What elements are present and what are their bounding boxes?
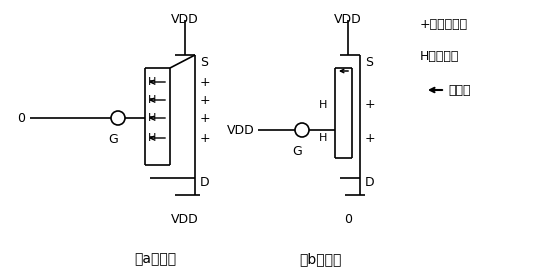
Text: ：电场: ：电场 [448, 83, 471, 96]
Text: D: D [200, 176, 210, 189]
Text: VDD: VDD [171, 13, 199, 26]
Text: H: H [148, 133, 156, 143]
Text: VDD: VDD [171, 213, 199, 226]
Circle shape [111, 111, 125, 125]
Text: G: G [108, 133, 118, 146]
Text: H：氢原子: H：氢原子 [420, 50, 459, 63]
Text: （b）恢复: （b）恢复 [299, 252, 341, 266]
Text: +: + [200, 111, 210, 124]
Text: +: + [200, 93, 210, 107]
Text: 0: 0 [344, 213, 352, 226]
Text: 0: 0 [17, 111, 25, 124]
Text: H: H [318, 133, 327, 143]
Text: H: H [148, 77, 156, 87]
Text: +: + [200, 131, 210, 144]
Text: H: H [148, 95, 156, 105]
Text: S: S [200, 56, 208, 69]
Text: +: + [200, 76, 210, 89]
Text: H: H [148, 113, 156, 123]
Circle shape [295, 123, 309, 137]
Text: D: D [365, 176, 375, 189]
Text: VDD: VDD [227, 124, 255, 137]
Text: H: H [318, 100, 327, 110]
Text: VDD: VDD [334, 13, 362, 26]
Text: （a）偏置: （a）偏置 [134, 252, 176, 266]
Text: G: G [292, 145, 302, 158]
Text: +：界面陷阱: +：界面陷阱 [420, 18, 468, 31]
Text: S: S [365, 56, 373, 69]
Text: +: + [365, 131, 375, 144]
Text: +: + [365, 98, 375, 111]
